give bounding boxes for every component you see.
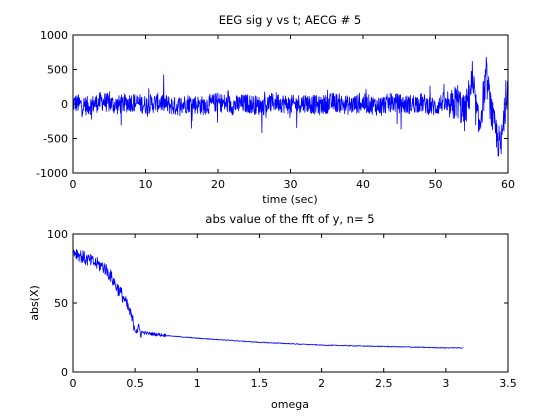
fft-x-tick-label: 2 [318,377,325,390]
eeg-x-tick-label: 50 [429,178,443,191]
eeg-plot-area [72,56,509,157]
eeg-y-tick-label: 1000 [40,29,68,42]
eeg-y-tick-label: -1000 [36,167,68,180]
eeg-x-tick-label: 40 [356,178,370,191]
eeg-chart-title: EEG sig y vs t; AECG # 5 [219,13,362,27]
eeg-y-tick-label: -500 [43,133,68,146]
eeg-y-tick-label: 500 [47,64,68,77]
fft-x-axis-label: omega [271,398,309,411]
fft-x-tick-label: 0 [70,377,77,390]
eeg-x-tick-label: 20 [211,178,225,191]
fft-plot-area [72,247,464,349]
eeg-y-tick-label: 0 [61,98,68,111]
fft-x-tick-label: 3 [442,377,449,390]
fft-y-tick-label: 50 [54,297,68,310]
eeg-series-line [72,56,509,157]
eeg-signal-chart: EEG sig y vs t; AECG # 5 0 10 20 30 40 50 60 -1… [36,13,515,206]
fft-y-axis-label: abs(X) [28,285,41,321]
fft-x-tick-label: 1 [194,377,201,390]
fft-x-tick-label: 2.5 [375,377,393,390]
eeg-x-tick-label: 10 [139,178,153,191]
fft-x-tick-label: 0.5 [126,377,144,390]
eeg-x-axis-label: time (sec) [262,193,317,206]
fft-ticks: 0 0.5 1 1.5 2 2.5 3 3.5 0 50 100 [47,228,517,390]
eeg-x-tick-label: 30 [284,178,298,191]
fft-chart-title: abs value of the fft of y, n= 5 [205,212,374,226]
eeg-ticks: 0 10 20 30 40 50 60 -1000 -500 0 500 1000 [36,29,515,191]
fft-x-tick-label: 3.5 [499,377,517,390]
eeg-x-tick-label: 60 [501,178,515,191]
fft-magnitude-chart: abs value of the fft of y, n= 5 0 0.5 1 1.5… [28,212,517,411]
fft-x-tick-label: 1.5 [251,377,269,390]
eeg-x-tick-label: 0 [70,178,77,191]
fft-y-tick-label: 100 [47,228,68,241]
fft-y-tick-label: 0 [61,366,68,379]
fft-series-line [72,247,464,349]
